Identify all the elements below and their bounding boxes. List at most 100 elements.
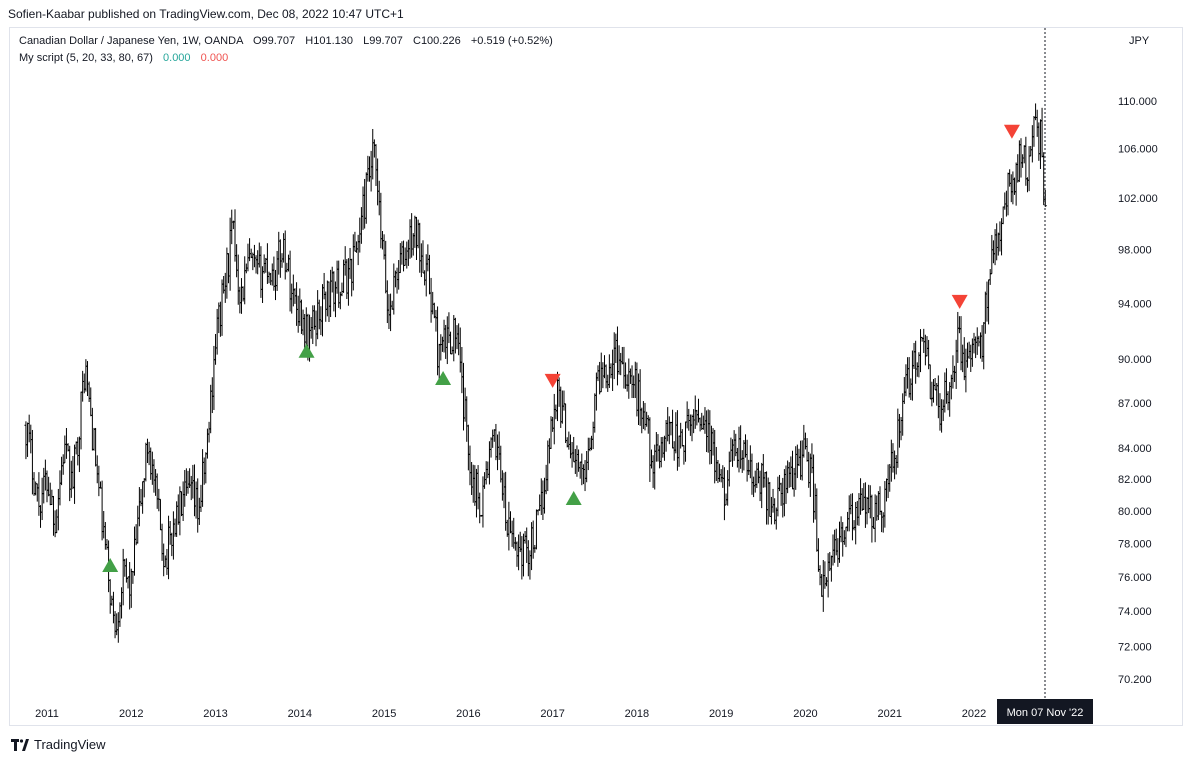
ohlc-bar (766, 477, 770, 525)
ohlc-bar (248, 238, 252, 262)
ohlc-bar (886, 464, 890, 499)
ohlc-bar (961, 344, 965, 373)
ohlc-bar (863, 482, 867, 528)
ohlc-bar (674, 412, 678, 454)
ohlc-bar (264, 257, 268, 273)
ohlc-bar (217, 302, 221, 334)
ohlc-bar (786, 460, 790, 494)
ohlc-bar (800, 440, 804, 481)
ohlc-bar (384, 240, 388, 294)
ohlc-bar (829, 555, 833, 582)
ohlc-bar (484, 461, 488, 485)
ohlc-bar (906, 357, 910, 389)
ohlc-bar (850, 493, 854, 541)
tradingview-footer[interactable]: TradingView (11, 737, 106, 752)
ohlc-bar (1014, 162, 1018, 206)
ohlc-bar (880, 510, 884, 533)
ohlc-bar (794, 446, 798, 490)
ohlc-bar (192, 464, 196, 517)
ohlc-bar (557, 377, 561, 407)
ohlc-bar (948, 382, 952, 417)
ohlc-bar (701, 415, 705, 430)
ohlc-bar (551, 416, 555, 432)
ohlc-bar (162, 543, 166, 577)
ohlc-bar (912, 342, 916, 369)
ohlc-bar (189, 475, 193, 501)
ohlc-bar (87, 381, 91, 403)
sell-signal-marker (544, 373, 561, 388)
ohlc-bar (771, 488, 775, 513)
ohlc-bar (303, 314, 307, 350)
ohlc-bar (496, 434, 500, 471)
time-axis[interactable]: 2011 2012 2013 2014 2015 2016 2017 2018 2019 2020… (35, 708, 986, 720)
ohlc-bar (432, 302, 436, 319)
ohlc-bar (844, 526, 848, 548)
ohlc-bar (379, 192, 383, 249)
ohlc-bar (403, 247, 407, 266)
ohlc-bar (163, 555, 167, 568)
ohlc-bar (350, 258, 354, 297)
symbol-legend[interactable]: Canadian Dollar / Japanese Yen, 1W, OAND… (19, 35, 553, 47)
ohlc-bar (513, 537, 517, 551)
ohlc-bar (160, 523, 164, 561)
ohlc-bar (389, 293, 393, 332)
ohlc-bar (614, 333, 618, 364)
ohlc-bar (828, 551, 832, 572)
ohlc-bar (539, 478, 543, 515)
ohlc-bar (784, 465, 788, 504)
ohlc-bar (685, 401, 689, 429)
ohlc-bar (275, 250, 279, 291)
ohlc-bar (98, 481, 102, 489)
time-axis-label: 2020 (793, 708, 817, 720)
price-scale-currency[interactable]: JPY (1129, 35, 1150, 47)
ohlc-bar (941, 399, 945, 422)
ohlc-bar (478, 492, 482, 524)
ohlc-bar (896, 408, 900, 468)
ohlc-bar (671, 409, 675, 449)
indicator-legend[interactable]: My script (5, 20, 33, 80, 67) 0.000 0.00… (19, 52, 228, 64)
ohlc-bar (839, 516, 843, 543)
ohlc-bar (353, 231, 357, 252)
ohlc-bar (108, 579, 112, 614)
ohlc-bar (53, 510, 57, 538)
ohlc-bar (124, 558, 128, 583)
ohlc-bar (1016, 154, 1020, 183)
ohlc-bar (492, 429, 496, 442)
ohlc-bar (648, 417, 652, 482)
ohlc-bar (849, 493, 853, 515)
ohlc-bar (615, 326, 619, 386)
ohlc-bar (990, 234, 994, 275)
ohlc-bar (776, 476, 780, 517)
chart-pane[interactable] (9, 27, 1183, 726)
ohlc-bar (356, 234, 360, 266)
price-axis-label: 78.000 (1118, 538, 1152, 550)
ohlc-bar (640, 407, 644, 434)
ohlc-bar (322, 272, 326, 300)
ohlc-bar (449, 331, 453, 355)
ohlc-bar (455, 325, 459, 350)
ohlc-bar (94, 427, 98, 467)
price-axis[interactable]: 110.000 106.000 102.000 98.000 94.000 90.000 8… (1118, 96, 1158, 686)
ohlc-bar (570, 442, 574, 468)
ohlc-bar (457, 323, 461, 356)
ohlc-bar (314, 310, 318, 347)
ohlc-bar (348, 247, 352, 279)
ohlc-bar (761, 454, 765, 488)
ohlc-bar (105, 539, 109, 550)
ohlc-bar (346, 258, 350, 306)
ohlc-bar (664, 420, 668, 452)
ohlc-bar (45, 470, 49, 503)
ohlc-bar (954, 339, 958, 389)
ohlc-bar (666, 407, 670, 442)
ohlc-bar (197, 497, 201, 525)
ohlc-bar (662, 435, 666, 461)
symbol-title: Canadian Dollar / Japanese Yen, 1W, OAND… (19, 35, 243, 47)
ohlc-bar (690, 414, 694, 442)
ohlc-bar (84, 359, 88, 392)
ohlc-bar (622, 346, 626, 389)
price-axis-label: 70.200 (1118, 674, 1152, 686)
ohlc-bar (538, 494, 542, 511)
ohlc-bar (763, 472, 767, 488)
ohlc-bar (282, 233, 286, 263)
